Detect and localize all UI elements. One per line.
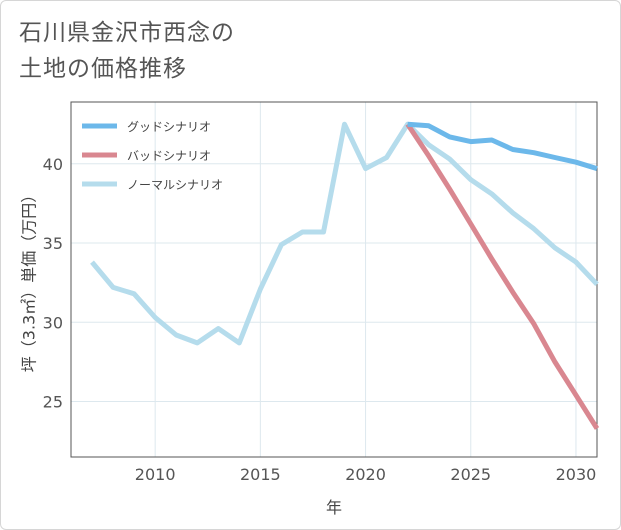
x-tick-label: 2030 xyxy=(556,465,597,484)
y-tick-label: 40 xyxy=(43,155,63,174)
x-tick-label: 2010 xyxy=(135,465,176,484)
plot-frame xyxy=(70,101,598,458)
title-line-2: 土地の価格推移 xyxy=(19,56,187,82)
legend-label-0: グッドシナリオ xyxy=(127,120,211,134)
y-axis-title: 坪（3.3㎡）単価（万円） xyxy=(20,187,39,372)
y-axis-ticks: 25 30 35 40 xyxy=(43,155,63,412)
series-line-1 xyxy=(405,122,600,430)
series-line-0 xyxy=(407,121,598,171)
x-tick-label: 2015 xyxy=(240,465,281,484)
x-axis-ticks: 2010 2015 2020 2025 2030 xyxy=(135,465,597,484)
legend-label-2: ノーマルシナリオ xyxy=(127,178,223,192)
x-axis-title: 年 xyxy=(326,498,342,517)
y-tick-label: 30 xyxy=(43,313,63,332)
x-tick-label: 2020 xyxy=(345,465,386,484)
title-line-1: 石川県金沢市西念の xyxy=(19,20,235,46)
y-tick-label: 35 xyxy=(43,234,63,253)
x-tick-label: 2025 xyxy=(450,465,491,484)
legend-label-1: バッドシナリオ xyxy=(127,149,211,163)
series-line-2 xyxy=(90,121,599,346)
y-tick-label: 25 xyxy=(43,393,63,412)
chart-title: 石川県金沢市西念の 土地の価格推移 xyxy=(19,15,235,87)
series-lines xyxy=(90,121,600,430)
